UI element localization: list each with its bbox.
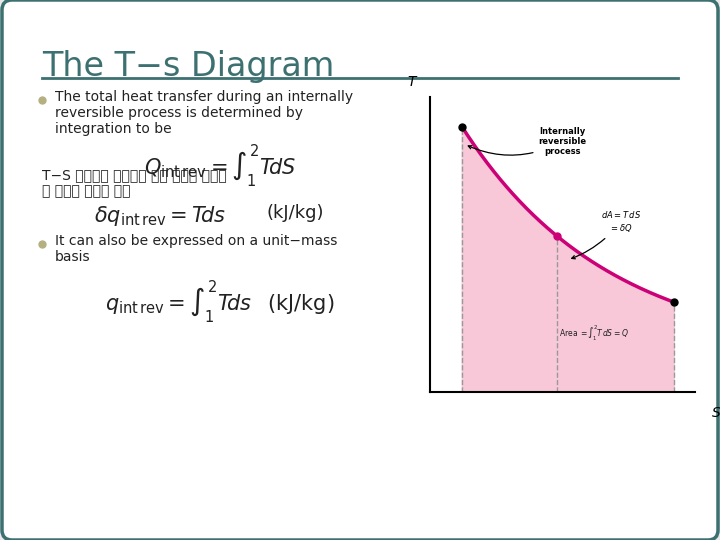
- Text: 로 가역인 열전달 의미: 로 가역인 열전달 의미: [42, 184, 130, 198]
- Text: S: S: [712, 406, 720, 420]
- Text: integration to be: integration to be: [55, 122, 171, 136]
- Text: The T−s Diagram: The T−s Diagram: [42, 50, 334, 83]
- Text: T−S 선도에서 과정곡선 아래 면적은 내적으: T−S 선도에서 과정곡선 아래 면적은 내적으: [42, 168, 227, 182]
- Text: basis: basis: [55, 250, 91, 264]
- Text: reversible process is determined by: reversible process is determined by: [55, 106, 303, 120]
- Text: The total heat transfer during an internally: The total heat transfer during an intern…: [55, 90, 353, 104]
- Text: Internally
reversible
process: Internally reversible process: [468, 126, 587, 156]
- Text: It can also be expressed on a unit−mass: It can also be expressed on a unit−mass: [55, 234, 338, 248]
- Text: $\delta q_{\mathrm{int\,rev}} = T\!ds$: $\delta q_{\mathrm{int\,rev}} = T\!ds$: [94, 204, 226, 228]
- Text: $q_{\mathrm{int\,rev}} = \int_1^2 T\!ds \;\;\; (\mathrm{kJ/kg})$: $q_{\mathrm{int\,rev}} = \int_1^2 T\!ds …: [105, 278, 335, 325]
- Text: (kJ/kg): (kJ/kg): [266, 204, 324, 222]
- Text: Area $= \!\int_1^2\! T\,dS = Q$: Area $= \!\int_1^2\! T\,dS = Q$: [559, 323, 629, 343]
- Text: $Q_{\mathrm{int\,rev}} = \int_1^2 T\!dS$: $Q_{\mathrm{int\,rev}} = \int_1^2 T\!dS$: [144, 142, 296, 189]
- Text: $dA = T\,dS$
$= \delta Q$: $dA = T\,dS$ $= \delta Q$: [572, 209, 641, 259]
- Text: T: T: [408, 75, 415, 89]
